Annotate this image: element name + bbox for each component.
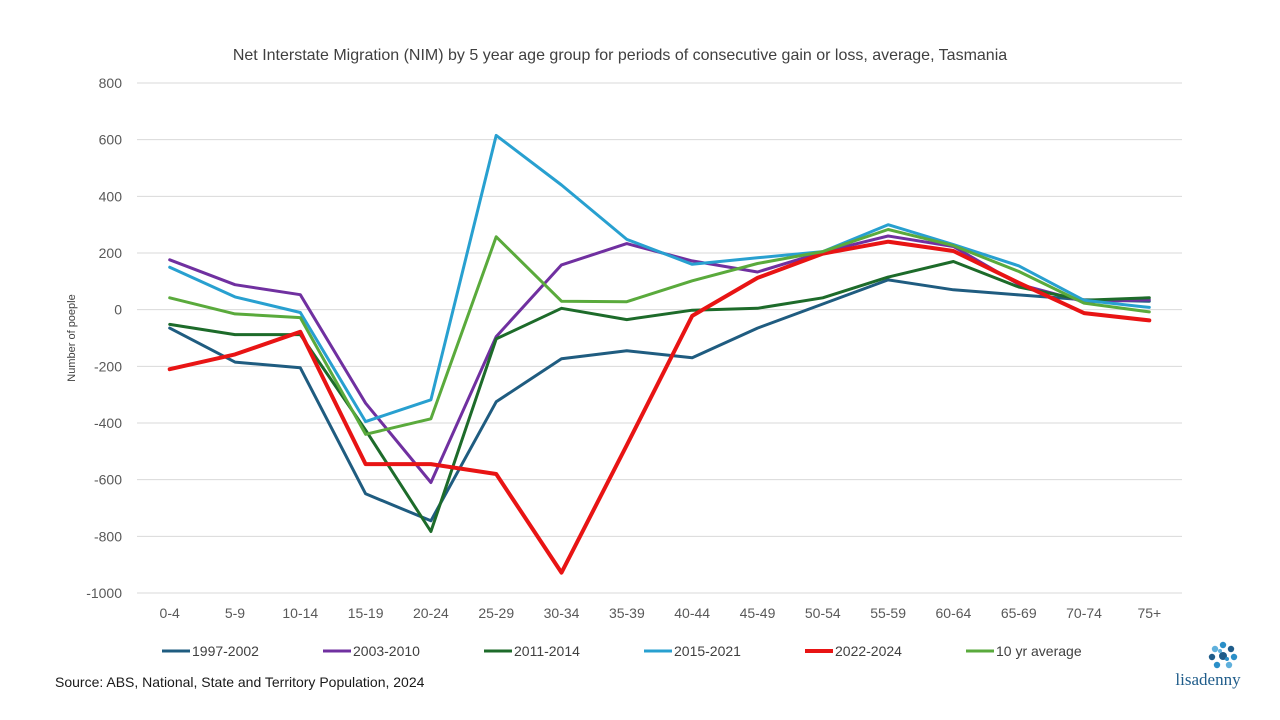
legend-item: 1997-2002 [162, 643, 259, 659]
x-tick-label: 30-34 [544, 605, 580, 621]
legend-label: 10 yr average [996, 643, 1082, 659]
gridlines [137, 83, 1182, 593]
y-tick-label: 200 [99, 245, 123, 261]
x-tick-label: 25-29 [478, 605, 514, 621]
x-tick-label: 5-9 [225, 605, 245, 621]
x-tick-label: 55-59 [870, 605, 906, 621]
legend: 1997-2002 2003-2010 2011-2014 2015-2021 2022… [162, 643, 1082, 659]
source-note: Source: ABS, National, State and Territo… [55, 674, 424, 690]
x-tick-label: 45-49 [740, 605, 776, 621]
legend-item: 10 yr average [966, 643, 1082, 659]
x-tick-label: 20-24 [413, 605, 449, 621]
x-tick-label: 0-4 [160, 605, 180, 621]
legend-item: 2003-2010 [323, 643, 420, 659]
chart-title: Net Interstate Migration (NIM) by 5 year… [233, 47, 1007, 64]
x-tick-label: 50-54 [805, 605, 841, 621]
legend-item: 2011-2014 [484, 643, 580, 659]
legend-label: 2003-2010 [353, 643, 420, 659]
x-tick-label: 35-39 [609, 605, 645, 621]
legend-item: 2022-2024 [805, 643, 902, 659]
y-tick-label: -400 [94, 415, 122, 431]
x-tick-label: 75+ [1137, 605, 1161, 621]
x-tick-label: 65-69 [1001, 605, 1037, 621]
x-axis-ticks: 0-4 5-9 10-14 15-19 20-24 25-29 30-34 35-39 40-4… [160, 605, 1162, 621]
series-lines [170, 135, 1150, 572]
legend-item: 2015-2021 [644, 643, 741, 659]
y-axis-label: Number of poeple [66, 294, 78, 381]
line-chart: Net Interstate Migration (NIM) by 5 year… [0, 0, 1280, 720]
logo-text: lisadenny [1158, 670, 1258, 690]
y-axis-ticks: 800 600 400 200 0 -200 -400 -600 -800 -1000 [86, 75, 122, 601]
x-tick-label: 40-44 [674, 605, 710, 621]
y-tick-label: -600 [94, 472, 122, 488]
legend-label: 2015-2021 [674, 643, 741, 659]
logo-mark-icon [1158, 638, 1258, 674]
legend-label: 2022-2024 [835, 643, 902, 659]
lisadenny-logo: lisadenny [1158, 638, 1258, 698]
x-tick-label: 15-19 [348, 605, 384, 621]
x-tick-label: 10-14 [282, 605, 318, 621]
x-tick-label: 60-64 [936, 605, 972, 621]
y-tick-label: 0 [114, 302, 122, 318]
x-tick-label: 70-74 [1066, 605, 1102, 621]
y-tick-label: 400 [99, 188, 123, 204]
legend-label: 2011-2014 [514, 643, 580, 659]
y-tick-label: 600 [99, 132, 123, 148]
y-tick-label: 800 [99, 75, 123, 91]
legend-label: 1997-2002 [192, 643, 259, 659]
y-tick-label: -200 [94, 358, 122, 374]
y-tick-label: -800 [94, 528, 122, 544]
y-tick-label: -1000 [86, 585, 122, 601]
